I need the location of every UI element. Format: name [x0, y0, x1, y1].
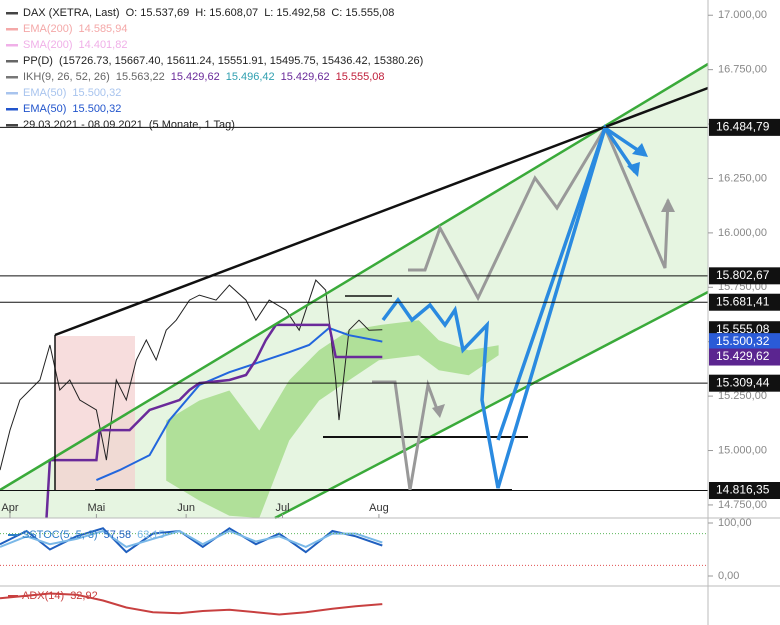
- y-tick-label: 16.000,00: [718, 227, 767, 239]
- series-line: [0, 529, 383, 548]
- legend-text: 15.496,42: [226, 71, 275, 83]
- indicator-label: 57,58: [104, 529, 132, 541]
- legend-swatch: [6, 28, 18, 31]
- y-tick-label: 16.250,00: [718, 172, 767, 184]
- y-tick-label: 100,00: [718, 517, 752, 529]
- legend-swatch: [6, 76, 18, 79]
- price-level-box: [709, 293, 780, 311]
- arrow-head: [661, 198, 675, 212]
- series-line: [0, 592, 383, 616]
- arrow-head: [627, 162, 640, 177]
- channel-fill: [0, 64, 708, 518]
- price-level-label: 15.802,67: [716, 268, 770, 282]
- price-level-label: 15.500,32: [716, 334, 770, 348]
- x-tick-label: Apr: [1, 502, 18, 514]
- legend-text: EMA(50): [23, 103, 66, 115]
- price-level-box: [709, 118, 780, 136]
- y-tick-label: 14.750,00: [718, 499, 767, 511]
- price-level-box: [709, 267, 780, 285]
- channel-lower: [274, 290, 709, 520]
- price-level-label: 15.555,08: [716, 322, 770, 336]
- legend-swatch: [6, 108, 18, 111]
- series-layer: [0, 279, 383, 616]
- legend-text: (5 Monate, 1 Tag): [149, 119, 235, 131]
- legend-swatch: [6, 60, 18, 63]
- legend-text: 15.429,62: [171, 71, 220, 83]
- y-tick-label: 0,00: [718, 570, 739, 582]
- price-level-box: [709, 333, 780, 351]
- x-tick-label: Jul: [276, 502, 290, 514]
- legend-text: H: 15.608,07: [195, 7, 258, 19]
- indicator-label: 63,15: [137, 529, 165, 541]
- legend-text: EMA(50): [23, 87, 66, 99]
- trend-line: [54, 86, 709, 337]
- legend: DAX (XETRA, Last) O: 15.537,69 H: 15.608,0…: [6, 7, 423, 131]
- channel-upper: [0, 62, 709, 492]
- legend-swatch: [6, 124, 18, 127]
- price-level-box: [709, 482, 780, 500]
- legend-text: 15.500,32: [72, 87, 121, 99]
- price-level-label: 15.309,44: [716, 375, 770, 389]
- axis-background: [708, 0, 780, 625]
- forecast-drawings: [0, 62, 709, 520]
- arrow-head: [432, 404, 445, 418]
- legend-text: 15.563,22: [116, 71, 165, 83]
- y-tick-label: 15.250,00: [718, 390, 767, 402]
- x-tick-label: Jun: [177, 502, 195, 514]
- ichimoku-cloud: [166, 320, 499, 518]
- legend-swatch: [6, 12, 18, 15]
- annotations: [0, 64, 708, 518]
- x-tick-label: Aug: [369, 502, 389, 514]
- cloud-layer: [166, 320, 499, 518]
- legend-text: SMA(200): [23, 39, 73, 51]
- legend-text: 14.401,82: [79, 39, 128, 51]
- legend-text: (15726.73, 15667.40, 15611.24, 15551.91,…: [59, 55, 423, 67]
- price-level-box: [709, 374, 780, 392]
- price-level-label: 15.429,62: [716, 349, 770, 363]
- legend-text: DAX (XETRA, Last): [23, 7, 120, 19]
- legend-swatch: [6, 44, 18, 47]
- legend-text: 15.555,08: [336, 71, 385, 83]
- x-tick-label: Mai: [88, 502, 106, 514]
- forecast-blue: [496, 124, 637, 441]
- highlight-zone: [55, 336, 135, 491]
- series-line: [96, 326, 383, 482]
- price-level-label: 16.484,79: [716, 120, 770, 134]
- indicator-label: ADX(14): [22, 590, 64, 602]
- series-line: [0, 527, 383, 554]
- forecast-blue: [381, 125, 646, 489]
- legend-text: 15.500,32: [72, 103, 121, 115]
- legend-text: PP(D): [23, 55, 53, 67]
- legend-text: EMA(200): [23, 23, 73, 35]
- indicator-label: 32,92: [70, 590, 98, 602]
- y-tick-label: 15.000,00: [718, 444, 767, 456]
- legend-text: IKH(9, 26, 52, 26): [23, 71, 110, 83]
- price-level-label: 15.681,41: [716, 294, 770, 308]
- arrow-head: [632, 143, 648, 157]
- legend-text: O: 15.537,69: [126, 7, 190, 19]
- legend-text: L: 15.492,58: [264, 7, 325, 19]
- price-level-label: 14.816,35: [716, 483, 770, 497]
- legend-text: C: 15.555,08: [331, 7, 394, 19]
- legend-text: 29.03.2021 - 08.09.2021: [23, 119, 143, 131]
- legend-text: 14.585,94: [79, 23, 128, 35]
- axes: 14.750,0015.000,0015.250,0015.500,0015.7…: [0, 9, 780, 602]
- indicator-label: SSTOC(5, 5, 3): [22, 529, 98, 541]
- forecast-gray: [372, 379, 440, 491]
- legend-text: 15.429,62: [281, 71, 330, 83]
- price-level-box: [709, 348, 780, 366]
- y-tick-label: 17.000,00: [718, 9, 767, 21]
- forecast-gray: [408, 124, 670, 302]
- y-tick-label: 16.750,00: [718, 64, 767, 76]
- legend-swatch: [6, 92, 18, 95]
